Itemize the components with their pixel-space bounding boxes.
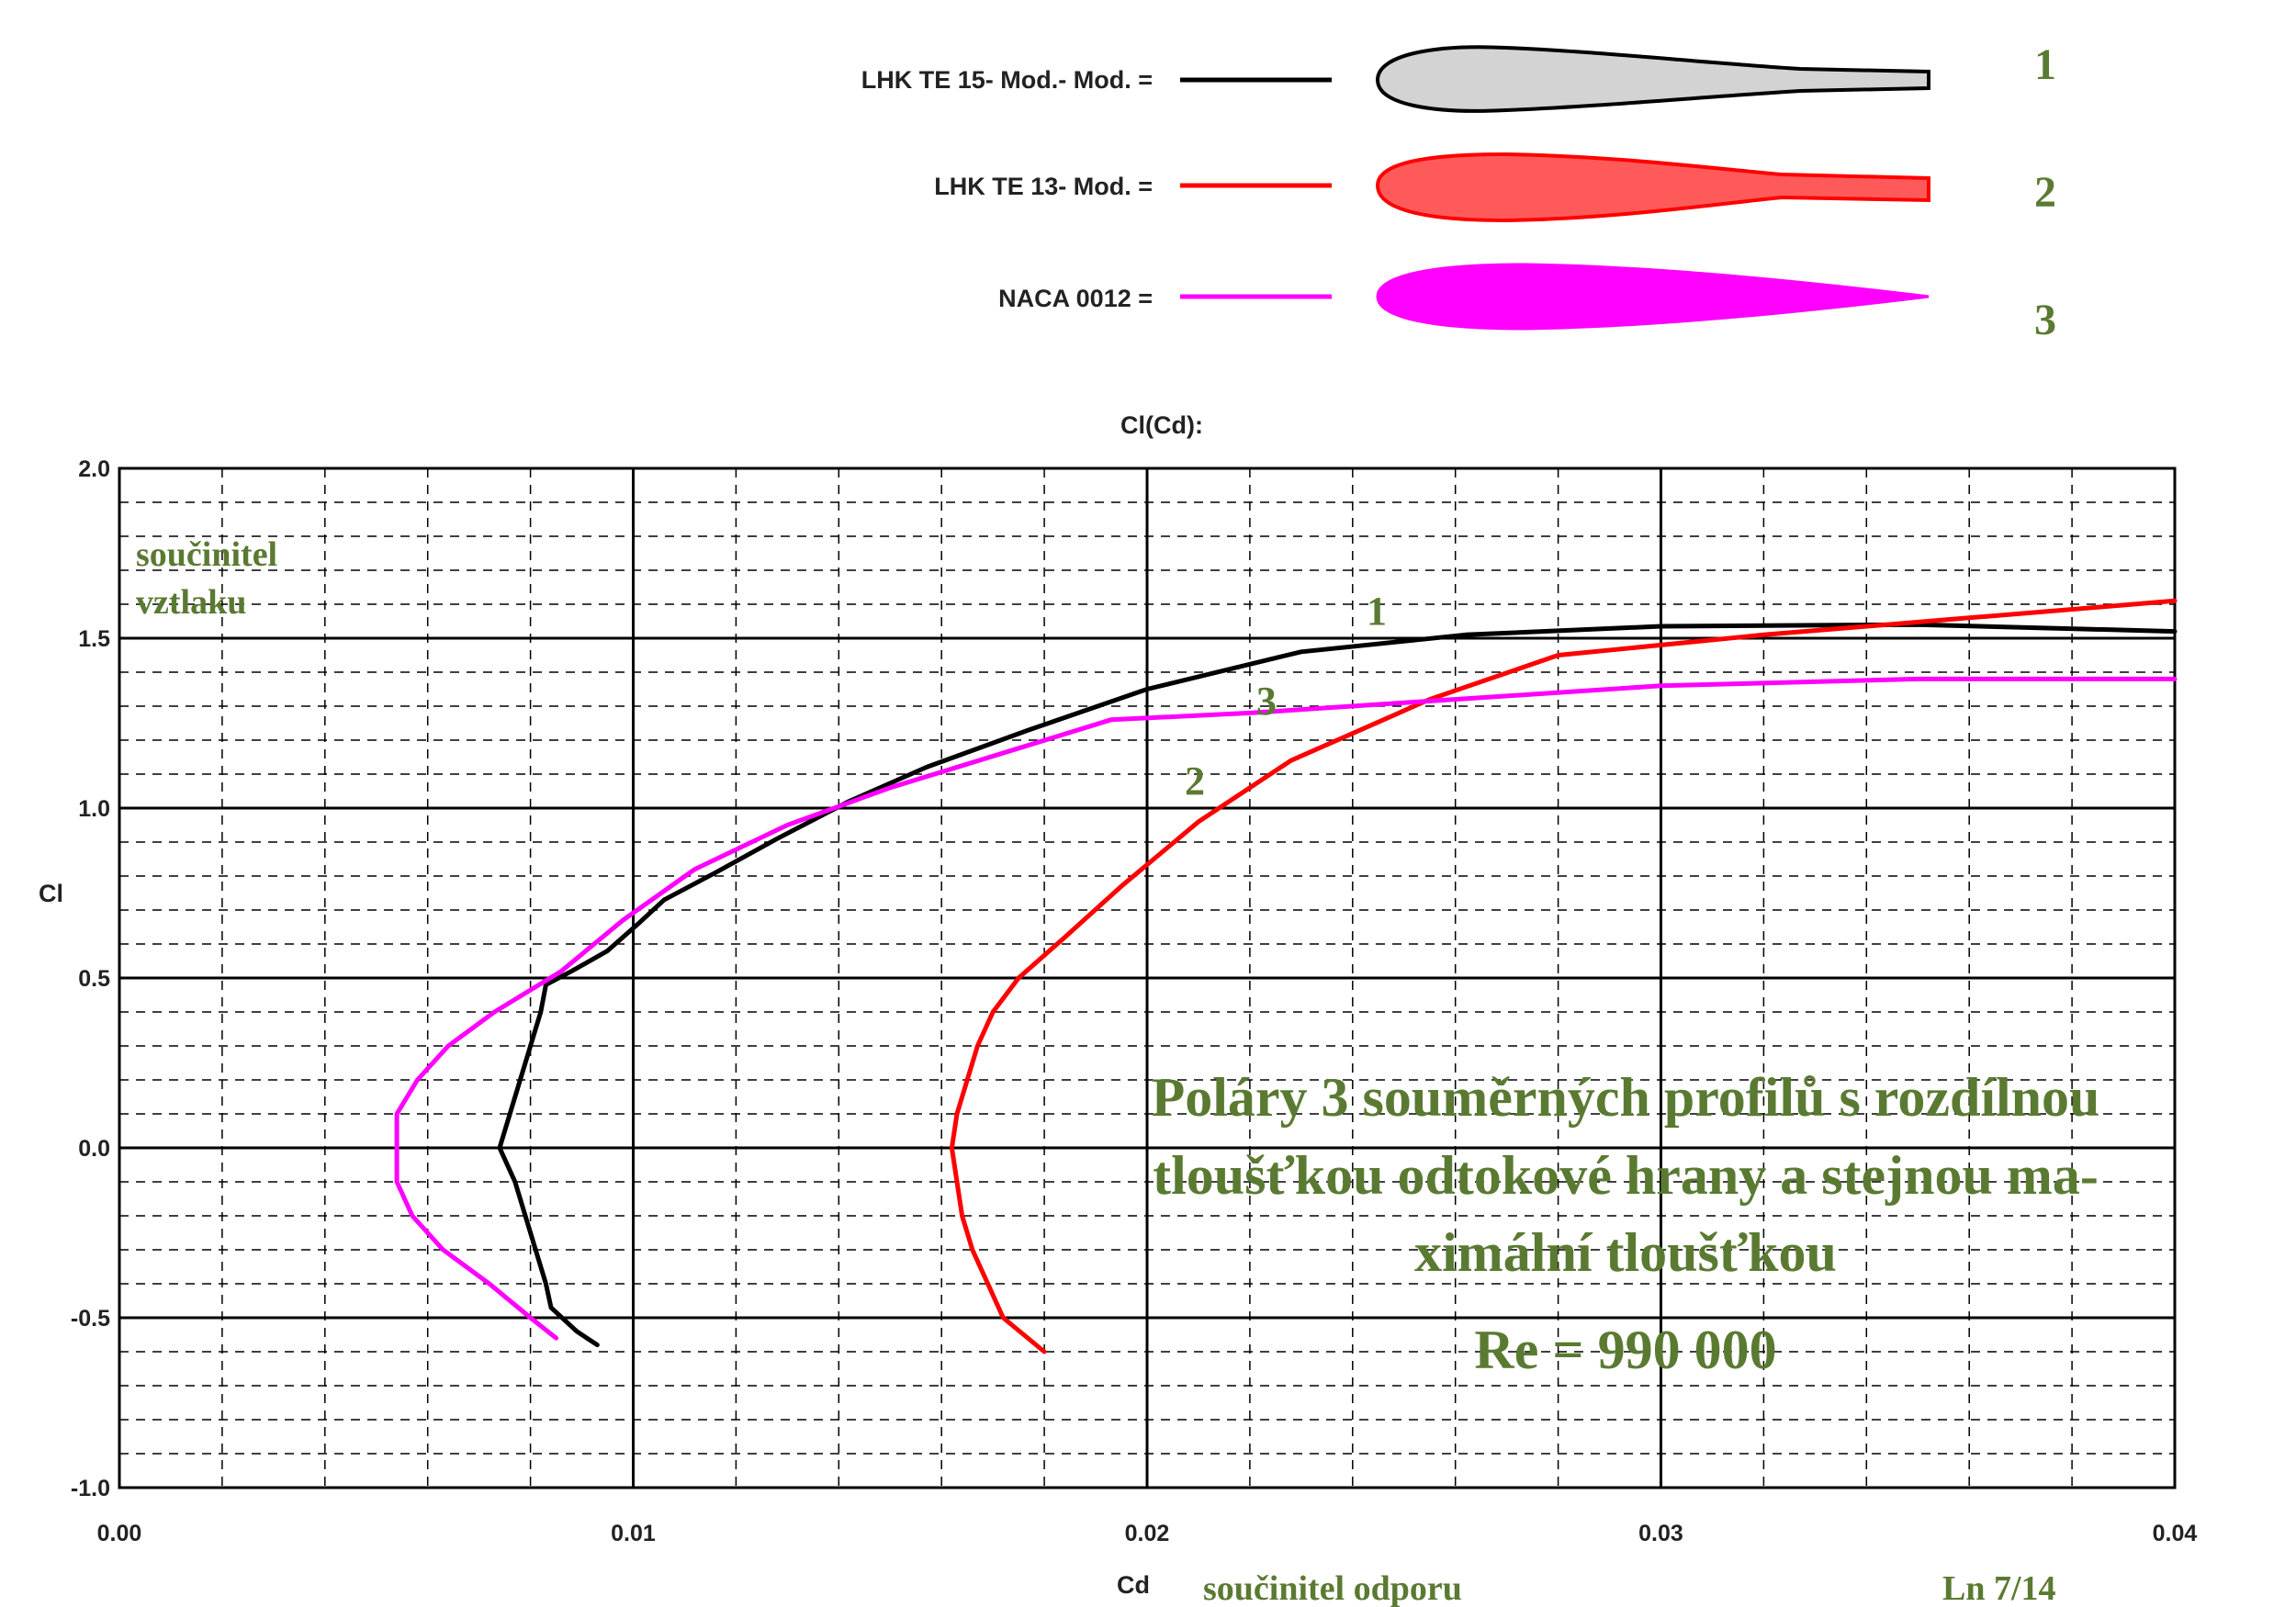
y-tick-label: -1.0 [71, 1476, 110, 1501]
y-tick-label: 0.0 [78, 1136, 110, 1162]
annotation-line-2: tloušťkou odtokové hrany a stejnou ma- [1153, 1145, 2099, 1206]
x-tick-label: 0.04 [2153, 1521, 2198, 1546]
x-tick-label: 0.01 [611, 1521, 656, 1546]
legend-number-1: 1 [2034, 40, 2056, 89]
x-tick-label: 0.00 [97, 1521, 142, 1546]
y-tick-label: 1.0 [78, 796, 110, 822]
legend: LHK TE 15- Mod.- Mod. = 1 LHK TE 13- Mod… [861, 40, 2056, 344]
annotation-line-1: Poláry 3 souměrných profilů s rozdílnou [1152, 1067, 2100, 1128]
series-line-2 [949, 598, 2178, 1354]
profile-shape-2 [1375, 152, 1930, 223]
tick-labels: 0.00 0.01 0.02 0.03 0.04 2.0 1.5 1.0 0.5 0.0 -0.5 -… [71, 456, 2198, 1546]
legend-entry-1: LHK TE 15- Mod.- Mod. = 1 [861, 40, 2056, 113]
legend-label-1: LHK TE 15- Mod.- Mod. = [861, 66, 1153, 94]
x-tick-label: 0.03 [1638, 1521, 1683, 1546]
y-tick-label: 0.5 [78, 966, 110, 992]
series-lines [394, 598, 2178, 1354]
x-axis-label: Cd [1117, 1571, 1150, 1599]
legend-label-3: NACA 0012 = [998, 285, 1153, 312]
y-tick-label: -0.5 [71, 1306, 110, 1332]
curve-number-3: 3 [1256, 679, 1277, 724]
x-tick-label: 0.02 [1125, 1521, 1170, 1546]
curve-number-1: 1 [1367, 589, 1387, 634]
y-axis-label: Cl [39, 880, 63, 907]
x-axis-note: součinitel odporu [1203, 1569, 1462, 1607]
y-tick-label: 1.5 [78, 626, 110, 652]
profile-shape-3 [1376, 263, 1930, 331]
y-tick-label: 2.0 [78, 456, 110, 482]
y-axis-note-line-1: součinitel [136, 535, 277, 574]
chart-title: Cl(Cd): [1120, 411, 1203, 439]
legend-entry-2: LHK TE 13- Mod. = 2 [934, 152, 2056, 223]
plot-frame [118, 466, 2177, 1489]
legend-label-2: LHK TE 13- Mod. = [934, 173, 1153, 200]
legend-number-2: 2 [2034, 168, 2056, 217]
legend-entry-3: NACA 0012 = 3 [998, 263, 2056, 344]
legend-number-3: 3 [2034, 296, 2056, 344]
series-line-1 [497, 622, 2178, 1348]
series-line-3 [394, 676, 2178, 1341]
annotation-line-3: ximální tloušťkou [1414, 1222, 1837, 1283]
curve-number-2: 2 [1185, 759, 1205, 804]
grid [118, 466, 2177, 1489]
y-axis-note-line-2: vztlaku [136, 583, 246, 622]
page-number: Ln 7/14 [1942, 1569, 2056, 1607]
profile-shape-1 [1375, 45, 1930, 113]
reynolds-number: Re = 990 000 [1474, 1320, 1776, 1380]
